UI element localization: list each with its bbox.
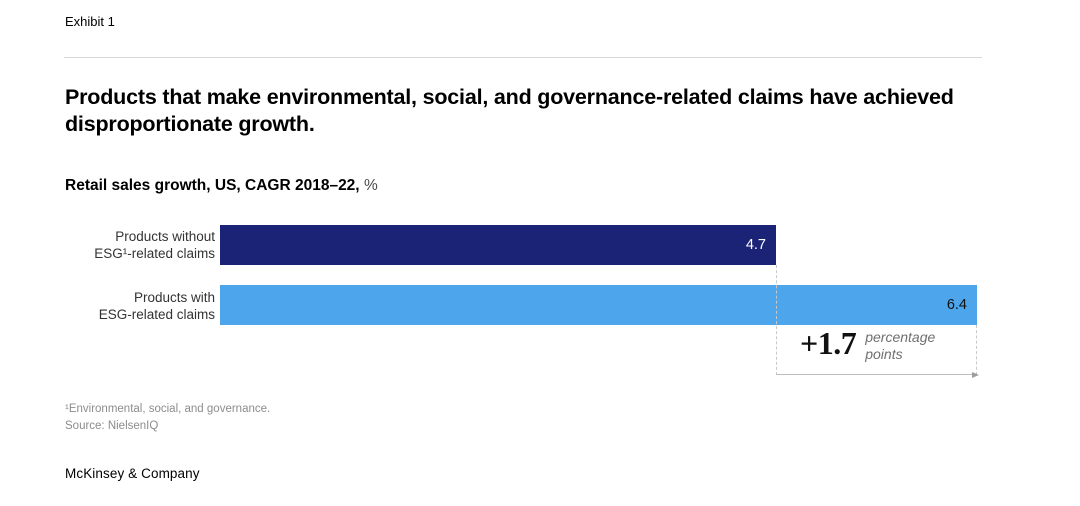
footnotes: ¹Environmental, social, and governance. … [65, 401, 270, 434]
exhibit-title: Products that make environmental, social… [65, 85, 954, 136]
delta-annotation: +1.7 percentage points [776, 265, 979, 378]
header-divider [64, 57, 982, 58]
exhibit-label: Exhibit 1 [65, 14, 115, 29]
dashed-guide-right [976, 325, 977, 375]
annotation-content: +1.7 percentage points [800, 327, 935, 362]
delta-value: +1.7 [800, 325, 857, 361]
bar-label-line: Products without [115, 229, 215, 244]
bar-label-line: ESG¹-related claims [94, 245, 215, 261]
chart-subtitle: Retail sales growth, US, CAGR 2018–22, % [65, 177, 378, 195]
bar-label-without-esg: Products without ESG¹-related claims [45, 229, 215, 262]
bar-label-with-esg: Products with ESG-related claims [45, 290, 215, 323]
delta-unit-line: points [865, 345, 903, 362]
delta-unit: percentage points [865, 327, 935, 362]
delta-unit-line: percentage [865, 329, 936, 345]
mckinsey-logo: McKinsey & Company [65, 466, 200, 481]
chart-subtitle-unit: % [363, 177, 378, 194]
annotation-arrow-line [776, 374, 975, 375]
footnote-source: Source: NielsenIQ [65, 419, 159, 432]
footnote-definition: ¹Environmental, social, and governance. [65, 403, 271, 415]
bar-without-esg-claims: 4.7 [220, 225, 776, 265]
bar-label-line: Products with [133, 290, 215, 305]
bar-value-label: 4.7 [745, 237, 766, 253]
dashed-guide-left [776, 265, 777, 375]
bar-with-esg-claims: 6.4 [220, 285, 977, 325]
chart-subtitle-text: Retail sales growth, US, CAGR 2018–22, [65, 177, 360, 194]
bar-label-line: ESG-related claims [98, 306, 215, 322]
bar-value-label: 6.4 [946, 297, 967, 313]
arrow-right-icon [972, 372, 979, 378]
